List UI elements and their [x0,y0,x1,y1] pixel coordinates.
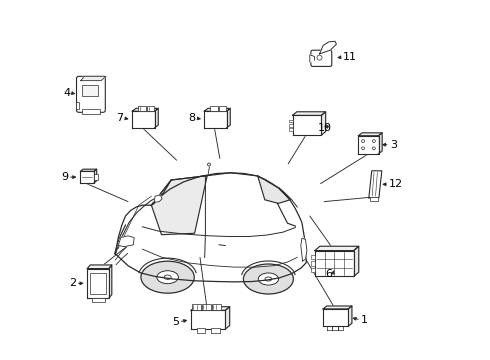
Bar [211,328,220,333]
Ellipse shape [141,261,194,293]
Polygon shape [116,194,162,254]
Bar [219,106,226,111]
Bar [192,304,201,310]
Bar [147,106,154,111]
Bar [202,304,211,310]
Text: 3: 3 [390,140,397,150]
Text: 8: 8 [189,113,196,123]
Polygon shape [225,307,230,329]
Polygon shape [191,310,225,329]
Polygon shape [321,112,326,135]
Polygon shape [333,326,338,330]
Bar [210,106,218,111]
Polygon shape [132,111,155,128]
Polygon shape [348,306,352,326]
Ellipse shape [258,273,278,285]
Polygon shape [81,76,106,81]
Text: 4: 4 [63,88,71,98]
Polygon shape [151,176,207,235]
Polygon shape [116,173,306,282]
Polygon shape [132,108,158,111]
Polygon shape [154,195,162,202]
FancyBboxPatch shape [76,76,105,112]
Polygon shape [118,236,134,247]
Polygon shape [191,307,230,310]
Text: 5: 5 [172,317,179,327]
Polygon shape [109,265,112,298]
Polygon shape [80,171,94,183]
Bar [212,304,220,310]
Polygon shape [315,246,359,251]
Polygon shape [323,306,352,309]
Bar [289,128,293,131]
Bar [311,268,315,272]
Polygon shape [338,326,343,330]
Text: 1: 1 [361,315,368,325]
Polygon shape [293,112,326,115]
Polygon shape [80,169,97,171]
Bar [92,298,104,302]
Circle shape [208,163,210,166]
Polygon shape [354,246,359,276]
Bar [289,120,293,122]
Polygon shape [293,115,321,135]
Text: 9: 9 [61,172,68,182]
Polygon shape [323,309,348,326]
Ellipse shape [157,271,178,284]
Polygon shape [204,111,227,128]
Circle shape [362,147,365,150]
Polygon shape [155,108,158,128]
Bar [197,328,205,333]
Bar [289,124,293,127]
Polygon shape [319,41,337,54]
Polygon shape [358,136,379,154]
Bar [370,197,378,201]
Polygon shape [258,176,290,203]
FancyBboxPatch shape [82,85,98,96]
FancyBboxPatch shape [311,50,332,66]
Polygon shape [379,133,382,154]
Text: 10: 10 [318,123,332,133]
Text: 7: 7 [116,113,123,123]
Text: 12: 12 [389,179,403,189]
Bar [81,109,100,114]
Polygon shape [315,251,354,276]
Polygon shape [87,265,112,269]
Bar [311,261,315,266]
Bar [76,102,79,109]
Circle shape [372,140,375,143]
Text: 11: 11 [343,52,357,62]
Polygon shape [327,326,332,330]
Polygon shape [94,169,97,183]
Bar [139,106,146,111]
Text: 2: 2 [69,278,76,288]
Text: 6: 6 [325,269,333,279]
Polygon shape [87,269,109,298]
Polygon shape [358,133,382,136]
Ellipse shape [244,264,294,294]
FancyBboxPatch shape [90,273,106,294]
Polygon shape [369,171,382,198]
Circle shape [372,147,375,150]
Polygon shape [204,108,230,111]
Polygon shape [301,238,307,261]
Bar [311,255,315,259]
Polygon shape [310,55,315,62]
Bar [94,174,98,180]
Polygon shape [227,108,230,128]
Circle shape [362,140,365,143]
